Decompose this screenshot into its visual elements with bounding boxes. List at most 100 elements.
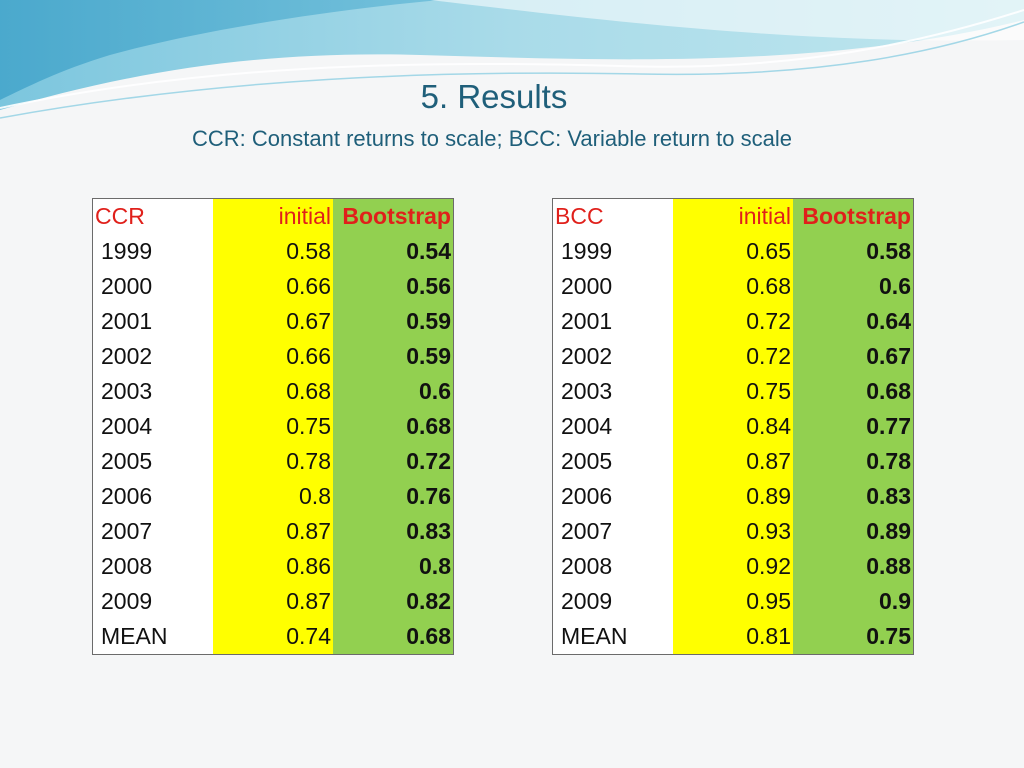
initial-cell: 0.92 [673,549,793,584]
table-row: 2000 0.66 0.56 [92,269,454,304]
label-cell: 2007 [552,514,673,549]
label-cell: 2003 [92,374,213,409]
table-row: 2006 0.89 0.83 [552,479,914,514]
bcc-results-table: BCC initial Bootstrap 1999 0.65 0.58 2000 0.68 0… [552,198,914,655]
table-row: 2009 0.95 0.9 [552,584,914,619]
table-row: MEAN 0.81 0.75 [552,619,914,655]
initial-cell: 0.81 [673,619,793,655]
bootstrap-cell: 0.68 [793,374,914,409]
table-row: 2009 0.87 0.82 [92,584,454,619]
bootstrap-cell: 0.6 [333,374,454,409]
label-cell: 2001 [92,304,213,339]
table-row: 2007 0.87 0.83 [92,514,454,549]
initial-cell: 0.65 [673,234,793,269]
label-cell: 2009 [552,584,673,619]
bootstrap-cell: 0.75 [793,619,914,655]
bcc-header-label-cell: BCC [552,198,673,234]
table-row: 2005 0.78 0.72 [92,444,454,479]
bootstrap-cell: 0.8 [333,549,454,584]
table-row: 2002 0.66 0.59 [92,339,454,374]
initial-cell: 0.75 [673,374,793,409]
initial-cell: 0.74 [213,619,333,655]
label-cell: 2001 [552,304,673,339]
initial-cell: 0.87 [213,514,333,549]
initial-cell: 0.8 [213,479,333,514]
initial-cell: 0.87 [213,584,333,619]
initial-cell: 0.93 [673,514,793,549]
bootstrap-cell: 0.76 [333,479,454,514]
bootstrap-cell: 0.88 [793,549,914,584]
initial-cell: 0.95 [673,584,793,619]
label-cell: 2007 [92,514,213,549]
ccr-header-label-cell: CCR [92,198,213,234]
label-cell: 2002 [92,339,213,374]
initial-cell: 0.68 [213,374,333,409]
bootstrap-cell: 0.59 [333,339,454,374]
table-row: 2003 0.68 0.6 [92,374,454,409]
bootstrap-cell: 0.9 [793,584,914,619]
table-row: 2007 0.93 0.89 [552,514,914,549]
slide-subtitle: CCR: Constant returns to scale; BCC: Var… [192,126,792,151]
bootstrap-cell: 0.78 [793,444,914,479]
bootstrap-cell: 0.68 [333,619,454,655]
label-cell: MEAN [92,619,213,655]
table-row: MEAN 0.74 0.68 [92,619,454,655]
table-row: 2008 0.92 0.88 [552,549,914,584]
bootstrap-cell: 0.58 [793,234,914,269]
bootstrap-cell: 0.83 [793,479,914,514]
table-row: 1999 0.65 0.58 [552,234,914,269]
label-cell: 2005 [92,444,213,479]
bootstrap-cell: 0.83 [333,514,454,549]
table-row: 2002 0.72 0.67 [552,339,914,374]
label-cell: 2009 [92,584,213,619]
bootstrap-cell: 0.54 [333,234,454,269]
label-cell: 2006 [552,479,673,514]
label-cell: 1999 [92,234,213,269]
initial-cell: 0.87 [673,444,793,479]
header-wave-decoration [0,0,1024,119]
bcc-header-row: BCC initial Bootstrap [552,198,914,234]
bootstrap-cell: 0.67 [793,339,914,374]
bootstrap-cell: 0.59 [333,304,454,339]
label-cell: 2005 [552,444,673,479]
label-cell: 2003 [552,374,673,409]
label-cell: 2004 [92,409,213,444]
table-row: 2005 0.87 0.78 [552,444,914,479]
label-cell: 2004 [552,409,673,444]
label-cell: MEAN [552,619,673,655]
label-cell: 2002 [552,339,673,374]
initial-cell: 0.72 [673,339,793,374]
initial-cell: 0.86 [213,549,333,584]
initial-cell: 0.89 [673,479,793,514]
ccr-header-row: CCR initial Bootstrap [92,198,454,234]
initial-cell: 0.66 [213,339,333,374]
bootstrap-cell: 0.68 [333,409,454,444]
bootstrap-cell: 0.6 [793,269,914,304]
initial-cell: 0.84 [673,409,793,444]
initial-cell: 0.78 [213,444,333,479]
ccr-header-bootstrap-cell: Bootstrap [333,198,454,234]
bootstrap-cell: 0.64 [793,304,914,339]
initial-cell: 0.72 [673,304,793,339]
label-cell: 2008 [552,549,673,584]
bootstrap-cell: 0.72 [333,444,454,479]
table-row: 2004 0.75 0.68 [92,409,454,444]
initial-cell: 0.75 [213,409,333,444]
label-cell: 2000 [552,269,673,304]
label-cell: 2000 [92,269,213,304]
table-row: 2006 0.8 0.76 [92,479,454,514]
bootstrap-cell: 0.56 [333,269,454,304]
bcc-header-bootstrap-cell: Bootstrap [793,198,914,234]
table-row: 2004 0.84 0.77 [552,409,914,444]
table-row: 2008 0.86 0.8 [92,549,454,584]
bootstrap-cell: 0.82 [333,584,454,619]
bootstrap-cell: 0.89 [793,514,914,549]
initial-cell: 0.67 [213,304,333,339]
ccr-results-table: CCR initial Bootstrap 1999 0.58 0.54 2000 0.66 0… [92,198,454,655]
initial-cell: 0.68 [673,269,793,304]
table-row: 1999 0.58 0.54 [92,234,454,269]
label-cell: 2006 [92,479,213,514]
table-row: 2000 0.68 0.6 [552,269,914,304]
slide-title: 5. Results [420,78,568,115]
initial-cell: 0.66 [213,269,333,304]
